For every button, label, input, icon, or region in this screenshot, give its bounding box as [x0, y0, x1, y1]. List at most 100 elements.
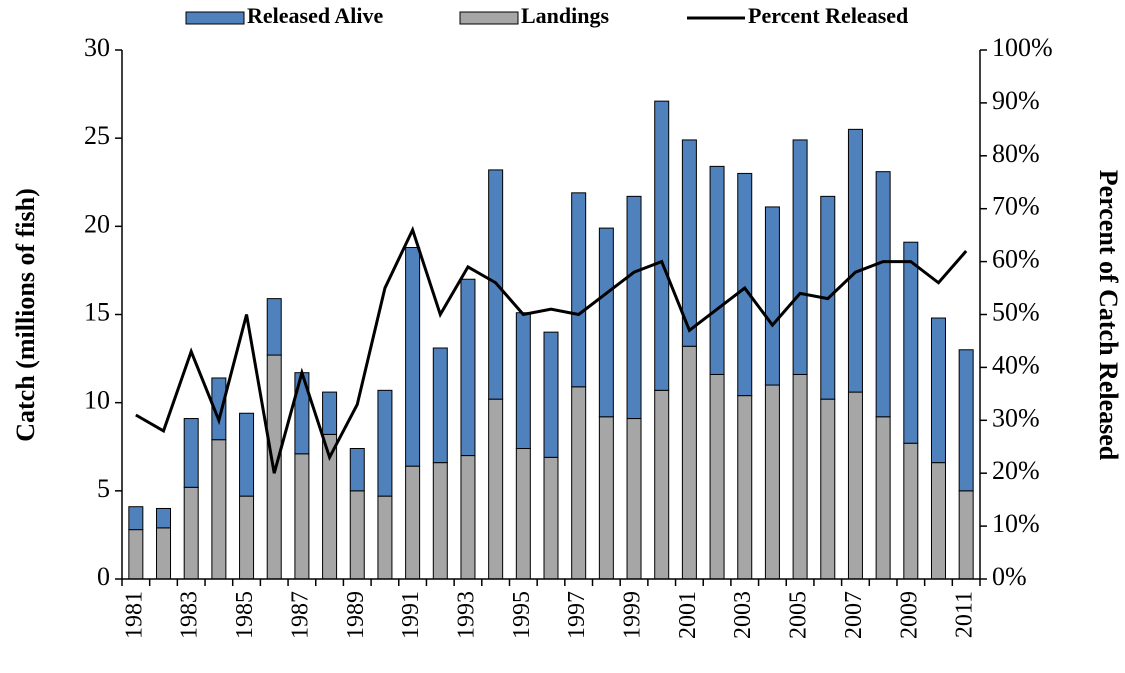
- y2-tick-label: 0%: [992, 562, 1027, 591]
- x-tick-label: 1995: [509, 591, 535, 639]
- bar: [405, 465, 421, 580]
- bar: [792, 139, 808, 375]
- bar: [875, 171, 891, 418]
- bar: [598, 416, 614, 580]
- bar: [598, 227, 614, 418]
- x-tick-label: 1997: [564, 591, 590, 639]
- bar: [239, 495, 255, 580]
- x-tick-label: 1985: [232, 591, 258, 639]
- bar: [930, 317, 946, 464]
- bar: [903, 442, 919, 580]
- x-tick-label: 1991: [398, 591, 424, 639]
- bar: [792, 373, 808, 580]
- line: [135, 225, 968, 474]
- bar: [349, 490, 365, 580]
- legend-label: Released Alive: [247, 3, 383, 28]
- bar: [432, 347, 448, 464]
- y-tick-label: 10: [84, 386, 110, 415]
- y-tick-label: 30: [84, 33, 110, 62]
- x-tick-label: 2005: [786, 591, 812, 639]
- x-tick-label: 2007: [841, 591, 867, 639]
- bar: [681, 139, 697, 347]
- bar: [681, 345, 697, 580]
- y-tick-label: 0: [97, 562, 110, 591]
- y2-tick-label: 40%: [992, 350, 1040, 379]
- bar: [183, 418, 199, 488]
- y2-tick-label: 50%: [992, 297, 1040, 326]
- bar: [571, 192, 587, 388]
- bar: [156, 507, 172, 529]
- bar: [654, 389, 670, 580]
- x-tick-label: 2001: [675, 591, 701, 639]
- y-tick-label: 5: [97, 474, 110, 503]
- y2-tick-label: 90%: [992, 86, 1040, 115]
- x-tick-label: 1993: [453, 591, 479, 639]
- y2-tick-label: 30%: [992, 403, 1040, 432]
- bar: [543, 456, 559, 580]
- x-tick-label: 2009: [896, 591, 922, 639]
- bar: [820, 398, 836, 580]
- bar: [377, 495, 393, 580]
- bar: [847, 128, 863, 393]
- bar: [737, 172, 753, 397]
- bar: [211, 377, 227, 441]
- x-tick-label: 1987: [287, 591, 313, 639]
- bar: [709, 373, 725, 580]
- legend-swatch: [459, 11, 519, 25]
- bar: [515, 312, 531, 450]
- y-tick-label: 25: [84, 121, 110, 150]
- bar: [626, 195, 642, 420]
- bar: [432, 462, 448, 580]
- bar: [958, 490, 974, 580]
- bar: [847, 391, 863, 580]
- bar: [183, 486, 199, 580]
- bar: [543, 331, 559, 458]
- x-tick-label: 1999: [620, 591, 646, 639]
- bar: [709, 165, 725, 375]
- bar: [156, 527, 172, 580]
- y-tick-label: 15: [84, 297, 110, 326]
- legend-swatch: [185, 11, 245, 25]
- bar: [266, 298, 282, 356]
- bar: [571, 386, 587, 580]
- bar: [128, 529, 144, 580]
- y2-tick-label: 20%: [992, 456, 1040, 485]
- bar: [737, 395, 753, 580]
- bar: [294, 453, 310, 580]
- bar: [460, 278, 476, 457]
- bar: [626, 418, 642, 580]
- x-tick-label: 1989: [343, 591, 369, 639]
- y2-axis-label: Percent of Catch Released: [1094, 170, 1123, 461]
- x-tick-label: 1983: [177, 591, 203, 639]
- bar: [488, 398, 504, 580]
- bar: [764, 384, 780, 580]
- y2-tick-label: 10%: [992, 509, 1040, 538]
- bar: [958, 349, 974, 492]
- bar: [515, 448, 531, 580]
- bar: [322, 391, 338, 435]
- x-tick-label: 2003: [730, 591, 756, 639]
- y2-tick-label: 100%: [992, 33, 1053, 62]
- bar: [903, 241, 919, 444]
- bar: [764, 206, 780, 386]
- y2-tick-label: 80%: [992, 139, 1040, 168]
- bar: [654, 100, 670, 391]
- bar: [875, 416, 891, 580]
- bar: [128, 506, 144, 531]
- legend-label: Percent Released: [748, 3, 908, 28]
- bar: [211, 439, 227, 580]
- bar: [405, 246, 421, 467]
- bar: [460, 455, 476, 580]
- bar: [349, 448, 365, 492]
- y2-tick-label: 70%: [992, 192, 1040, 221]
- y2-tick-label: 60%: [992, 245, 1040, 274]
- y-tick-label: 20: [84, 209, 110, 238]
- x-tick-label: 1981: [121, 591, 147, 639]
- bar: [930, 462, 946, 580]
- y-axis-label: Catch (millions of fish): [11, 188, 40, 442]
- x-tick-label: 2011: [952, 591, 978, 638]
- bar: [377, 389, 393, 497]
- bar: [239, 412, 255, 497]
- legend-label: Landings: [521, 3, 609, 28]
